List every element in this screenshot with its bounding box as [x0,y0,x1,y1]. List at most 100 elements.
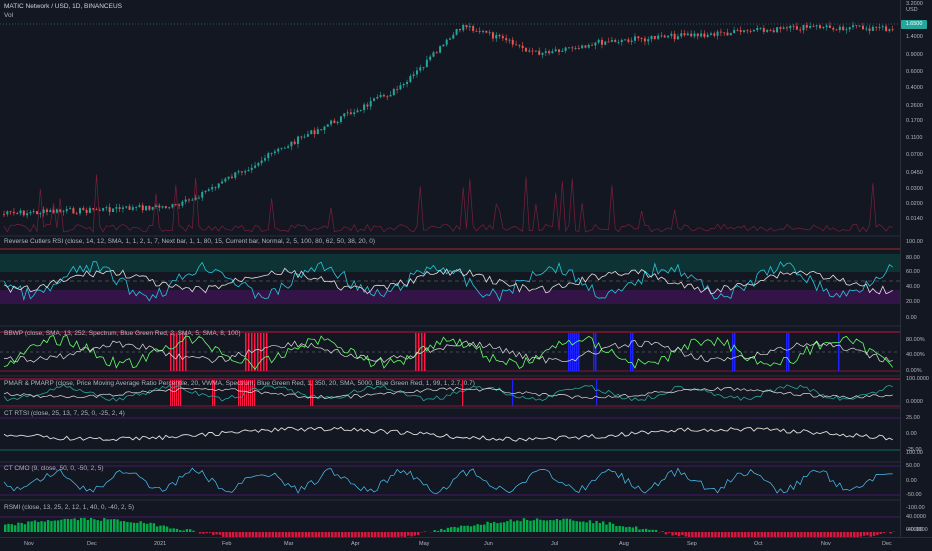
price-candle [475,31,477,32]
rsmi-bar [473,525,475,532]
rtsi-pane-title[interactable]: CT RTSI (close, 25, 13, 7, 25, 0, -25, 2… [4,410,125,417]
price-candle [885,26,887,31]
price-candle [842,27,844,30]
price-candle [247,170,249,171]
price-candle [862,26,864,30]
bbwp-line [4,335,893,369]
bbwp-high-bar [254,333,256,371]
rsmi-bar [569,519,571,532]
price-candle [347,112,349,113]
price-candle [234,172,236,178]
price-candle [878,27,880,28]
price-candle [522,46,524,48]
price-candle [611,40,613,42]
price-candle [376,97,378,98]
price-candle [591,45,593,46]
symbol-title[interactable]: MATIC Network / USD, 1D, BINANCEUS [4,3,122,10]
price-candle [551,51,553,53]
rsmi-bar [103,518,105,532]
price-candle [20,211,22,214]
rsmi-bar [628,527,630,532]
price-candle [789,26,791,28]
price-candle [849,27,851,29]
rsmi-bar [219,532,221,535]
price-candle [406,82,408,84]
price-candle [49,210,51,212]
rsmi-bar [169,528,171,532]
price-candle [353,112,355,114]
price-axis-tick: 0.1100 [906,135,922,141]
price-candle [39,213,41,214]
price-candle [191,200,193,201]
rsi-pane-title[interactable]: Reverse Cutlers RSI (close, 14, 12, SMA,… [4,238,375,245]
price-candle [135,207,137,208]
pmar-pane-title[interactable]: PMAR & PMARP (close, Price Moving Averag… [4,380,475,387]
rsmi-bar [503,522,505,532]
bbwp-pane-title[interactable]: BBWP (close, SMA, 13, 252, Spectrum, Blu… [4,330,241,337]
price-candle [604,42,606,45]
price-candle [548,51,550,53]
price-candle [320,129,322,130]
price-candle [96,209,98,210]
price-candle [766,30,768,32]
price-candle [327,124,329,126]
price-candle [812,26,814,27]
cmo-pane-title[interactable]: CT CMO (9, close, 50, 0, -50, 2, 5) [4,465,104,472]
bbwp-high-bar [415,333,417,371]
rsmi-bar [638,530,640,532]
price-candle [558,49,560,51]
price-candle [568,47,570,48]
price-candle [162,206,164,207]
rsmi-bar [156,526,158,532]
price-candle [713,33,715,35]
price-candle [806,25,808,28]
time-label: Aug [619,541,629,547]
price-candle [363,105,365,111]
rsmi-bar [453,527,455,532]
rtsi-axis-tick: 25.00 [906,415,920,421]
price-candle [393,89,395,95]
rsmi-bar [206,532,208,533]
rsmi-pane-title[interactable]: RSMI (close, 13, 25, 2, 12, 1, 40, 0, -4… [4,504,134,511]
price-candle [205,191,207,192]
rsmi-bar [90,518,92,532]
price-candle [195,198,197,200]
price-axis-tick: 0.1700 [906,118,923,124]
price-candle [26,213,28,215]
rsmi-bar [77,520,79,532]
bbwp-high-bar [245,333,247,371]
time-label: Feb [222,541,231,547]
price-axis-tick: 1.4000 [906,34,923,40]
rsmi-bar [513,521,515,532]
rsmi-bar [863,532,865,536]
price-candle [257,163,259,166]
rsmi-bar [582,521,584,532]
rsmi-bar [463,526,465,532]
price-candle [214,187,216,188]
rsmi-bar [866,532,868,535]
rsi-oversold-band [0,290,900,304]
price-candle [664,36,666,38]
price-candle [816,25,818,26]
price-candle [565,47,567,50]
plots-canvas[interactable] [0,0,900,537]
price-candle [175,204,177,205]
time-label: Jun [484,541,493,547]
price-candle [608,42,610,43]
rsmi-bar [460,526,462,532]
rsmi-bar [579,522,581,532]
price-candle [300,137,302,138]
price-candle [505,38,507,40]
rsmi-bar [519,521,521,532]
rsmi-bar [60,520,62,532]
price-candle [617,42,619,43]
rsmi-axis-tick: -40.0000 [906,527,928,533]
rsmi-bar [143,523,145,532]
price-candle [86,210,88,213]
bbwp-axis-tick: 0.00% [906,368,922,374]
price-candle [674,34,676,39]
price-candle [621,40,623,42]
